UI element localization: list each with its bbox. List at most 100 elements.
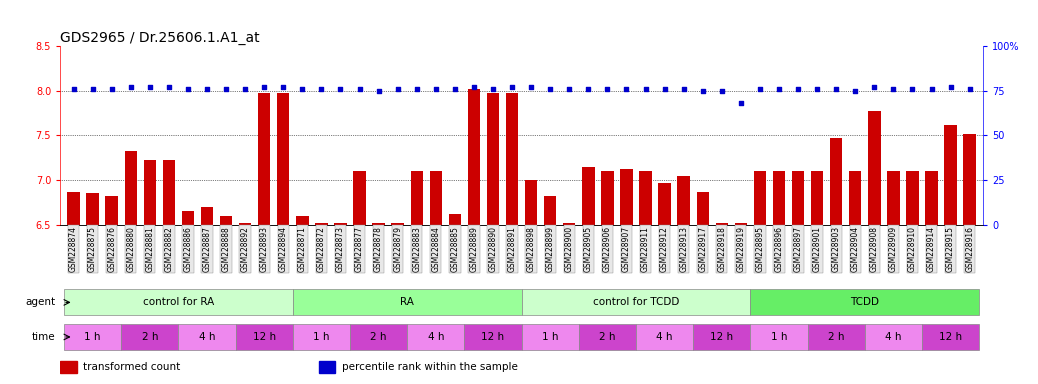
Point [84,86,101,92]
Text: GSM228911: GSM228911 [641,226,650,271]
Point [809,86,825,92]
Text: TCDD: TCDD [850,297,879,308]
Text: GSM228889: GSM228889 [469,226,479,271]
Text: GSM228919: GSM228919 [736,226,745,272]
Text: 12 h: 12 h [482,332,504,342]
Text: GSM228873: GSM228873 [336,226,345,272]
Point [599,86,616,92]
Bar [715,223,728,225]
Point [752,86,768,92]
Text: GDS2965 / Dr.25606.1.A1_at: GDS2965 / Dr.25606.1.A1_at [60,31,260,45]
Text: GSM228874: GSM228874 [70,226,78,272]
Point [428,86,444,92]
Text: GSM228914: GSM228914 [927,226,936,272]
Text: time: time [31,332,55,342]
Point [847,88,864,94]
Text: 12 h: 12 h [252,332,276,342]
Bar [125,151,137,225]
Bar [693,324,750,350]
Bar [353,171,365,225]
Text: control for RA: control for RA [143,297,214,308]
Bar [792,171,804,225]
Bar [811,171,823,225]
Text: 2 h: 2 h [828,332,845,342]
Bar [922,324,979,350]
Text: GSM228891: GSM228891 [508,226,517,271]
Point [389,86,406,92]
Bar [639,171,652,225]
Bar [220,216,233,225]
Bar [60,361,77,372]
Bar [865,324,922,350]
Point [198,86,215,92]
Bar [350,324,407,350]
Bar [200,207,213,225]
Bar [163,161,175,225]
Point [313,86,330,92]
Text: 12 h: 12 h [939,332,962,342]
Point [161,84,177,90]
Text: 4 h: 4 h [656,332,673,342]
Bar [925,171,937,225]
Bar [868,111,880,225]
Bar [750,290,979,315]
Text: transformed count: transformed count [83,362,181,372]
Text: GSM228880: GSM228880 [127,226,135,271]
Bar [373,223,385,225]
Point [828,86,845,92]
Bar [849,171,862,225]
Point [713,88,730,94]
Bar [277,93,290,225]
Text: GSM228879: GSM228879 [393,226,402,272]
Text: GSM228875: GSM228875 [88,226,98,272]
Bar [887,171,900,225]
Point [580,86,597,92]
Bar [906,171,919,225]
Point [104,86,120,92]
Text: GSM228916: GSM228916 [965,226,974,272]
Point [408,86,425,92]
Text: RA: RA [401,297,414,308]
Bar [64,290,293,315]
Text: GSM228915: GSM228915 [946,226,955,272]
Point [866,84,882,90]
Text: GSM228876: GSM228876 [107,226,116,272]
Bar [391,223,404,225]
Text: 4 h: 4 h [198,332,215,342]
Text: 2 h: 2 h [141,332,158,342]
Point [485,86,501,92]
Point [466,84,483,90]
Bar [521,290,750,315]
Bar [411,171,422,225]
Point [275,84,292,90]
Text: GSM228897: GSM228897 [793,226,802,272]
Point [923,86,939,92]
Text: GSM228884: GSM228884 [432,226,440,271]
Text: GSM228901: GSM228901 [813,226,822,272]
Bar [735,223,747,225]
Point [141,84,158,90]
Point [733,100,749,106]
Text: agent: agent [25,297,55,308]
Text: GSM228882: GSM228882 [164,226,173,271]
Bar [179,324,236,350]
Text: GSM228881: GSM228881 [145,226,155,271]
Bar [658,183,671,225]
Point [523,84,540,90]
Point [256,84,273,90]
Point [180,86,196,92]
Bar [696,192,709,225]
Bar [963,134,976,225]
Point [351,86,367,92]
Bar [86,194,99,225]
Bar [621,169,632,225]
Bar [464,324,521,350]
Text: GSM228917: GSM228917 [699,226,707,272]
Text: GSM228890: GSM228890 [489,226,497,272]
Point [122,84,139,90]
Bar [182,211,194,225]
Bar [544,196,556,225]
Point [885,86,902,92]
Point [694,88,711,94]
Text: GSM228893: GSM228893 [260,226,269,272]
